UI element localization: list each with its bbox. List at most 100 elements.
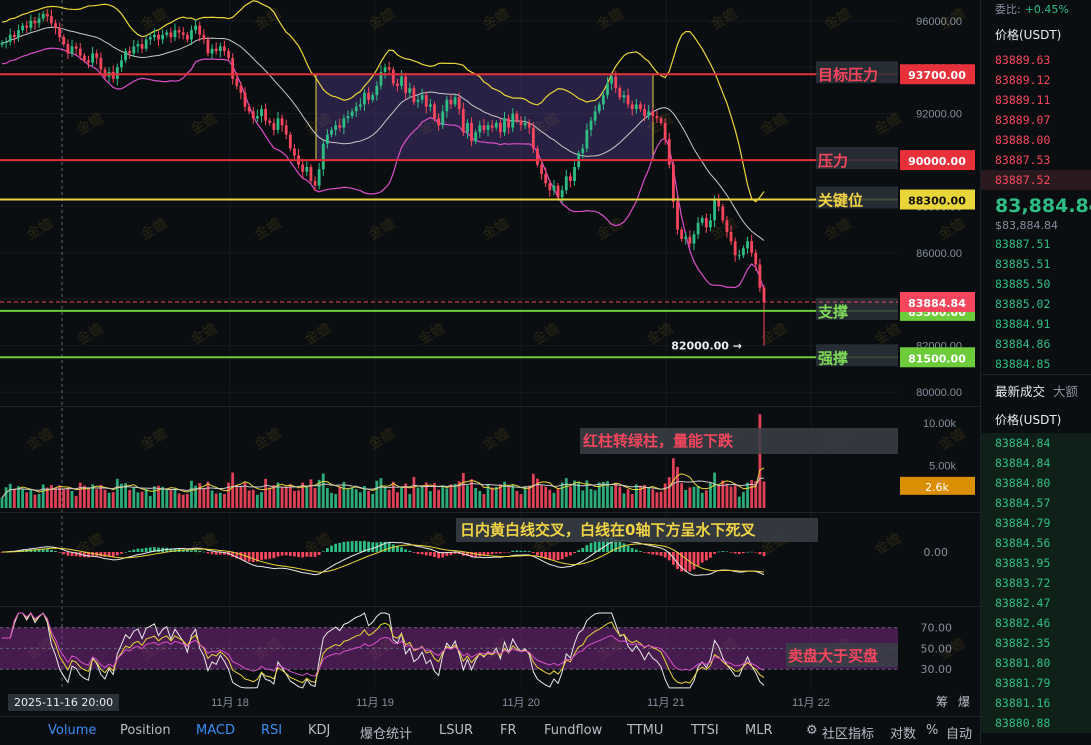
volume-bar: [746, 482, 749, 508]
indicator-tab-volume[interactable]: Volume: [48, 723, 97, 738]
macd-histogram-bar: [667, 552, 671, 561]
candle-body: [474, 132, 478, 142]
ask-list: 83889.63 83889.12 83889.11 83889.07 83888.00…: [981, 50, 1091, 190]
macd-histogram-bar: [276, 552, 280, 557]
candle-body: [437, 118, 441, 126]
macd-histogram-bar: [358, 541, 362, 552]
volume-bar: [218, 492, 222, 508]
volume-bar: [268, 487, 272, 508]
volume-bar: [280, 487, 284, 508]
volume-bar: [400, 487, 403, 508]
bid-row[interactable]: 83885.50: [995, 277, 1051, 291]
level-label: 目标压力: [818, 66, 878, 84]
volume-bar: [733, 484, 737, 508]
candle-body: [441, 111, 445, 126]
indicator-tab-position[interactable]: Position: [120, 723, 171, 738]
log-scale-toggle[interactable]: 对数: [890, 727, 917, 742]
watermark-text: 金蟾: [480, 6, 512, 34]
last-price: 83,884.84: [995, 195, 1091, 217]
candle-body: [762, 287, 766, 302]
bid-row[interactable]: 83884.91: [995, 317, 1051, 331]
ask-row[interactable]: 83889.11: [995, 93, 1051, 107]
candle-body: [709, 220, 712, 228]
volume-bar: [0, 497, 4, 508]
rsi-fast-line: [2, 611, 765, 689]
bid-row[interactable]: 83884.85: [995, 357, 1051, 371]
macd-histogram-bar: [474, 552, 478, 558]
indicator-tab-mlr[interactable]: MLR: [745, 723, 773, 738]
watermark-text: 金蟾: [594, 216, 626, 244]
auto-scale-toggle[interactable]: 自动: [946, 727, 973, 742]
ask-row[interactable]: 83888.00: [995, 133, 1051, 147]
macd-histogram-bar: [309, 552, 313, 557]
bid-row[interactable]: 83885.02: [995, 297, 1051, 311]
volume-bar: [713, 472, 716, 508]
tab-latest-trades[interactable]: 最新成交: [995, 384, 1046, 399]
indicator-tab-fr[interactable]: FR: [500, 723, 517, 738]
macd-histogram-bar: [214, 552, 218, 555]
macd-histogram-bar: [523, 550, 527, 552]
volume-bar: [647, 488, 651, 508]
volume-bar: [655, 492, 659, 508]
macd-histogram-bar: [478, 552, 482, 557]
candle-body: [758, 264, 762, 288]
macd-histogram-bar: [0, 552, 4, 553]
watermark-text: 金蟾: [758, 111, 790, 139]
indicator-tab-爆仓统计[interactable]: 爆仓统计: [360, 727, 413, 742]
ask-row[interactable]: 83889.07: [995, 113, 1051, 127]
price-tag-bg: [900, 347, 975, 368]
trade-row: 83882.35: [981, 633, 1091, 653]
volume-bar: [132, 487, 136, 508]
volume-bar: [581, 490, 585, 508]
volume-bar: [173, 488, 177, 508]
watermark-text: 金蟾: [936, 216, 968, 244]
candle-body: [148, 37, 152, 40]
volume-bar: [284, 486, 288, 508]
volume-bar: [680, 483, 684, 508]
rsi-tick-label: 70.00: [921, 622, 953, 635]
volume-bar: [251, 489, 255, 508]
percent-scale-toggle[interactable]: %: [926, 723, 939, 738]
bid-row[interactable]: 83887.51: [995, 237, 1051, 251]
macd-histogram-bar: [120, 552, 123, 554]
candle-body: [309, 167, 313, 181]
macd-histogram-bar: [371, 542, 375, 552]
volume-bar: [70, 490, 74, 508]
bid-row[interactable]: 83884.86: [995, 337, 1051, 351]
candle-body: [185, 34, 189, 40]
ask-row[interactable]: 83887.52: [981, 170, 1091, 190]
indicator-tab-rsi[interactable]: RSI: [261, 723, 283, 738]
candle-body: [544, 174, 548, 184]
candle-body: [387, 67, 391, 70]
settings-gear-icon[interactable]: ⚙: [806, 723, 818, 738]
trade-row: 83881.80: [981, 653, 1091, 673]
indicator-tab-fundflow[interactable]: Fundflow: [544, 723, 603, 738]
rsi-tick-label: 30.00: [921, 663, 953, 676]
candle-body: [115, 67, 119, 79]
indicator-tab-kdj[interactable]: KDJ: [308, 723, 331, 738]
indicator-tab-macd[interactable]: MACD: [196, 723, 235, 738]
watermark-text: 金蟾: [708, 6, 740, 34]
candle-body: [659, 118, 663, 123]
ask-row[interactable]: 83889.12: [995, 73, 1051, 87]
indicator-tab-ttmu[interactable]: TTMU: [627, 723, 664, 738]
corner-label-chips: 筹: [936, 695, 948, 709]
indicator-tab-lsur[interactable]: LSUR: [439, 723, 474, 738]
indicator-tab-ttsi[interactable]: TTSI: [691, 723, 719, 738]
tab-large-trades[interactable]: 大额: [1053, 384, 1079, 399]
volume-bar: [50, 484, 53, 508]
ask-row[interactable]: 83887.53: [995, 153, 1051, 167]
community-indicators-button[interactable]: 社区指标: [822, 727, 875, 742]
ask-row[interactable]: 83889.63: [995, 53, 1051, 67]
volume-bar: [99, 484, 103, 508]
volume-bar: [688, 487, 692, 508]
volume-bar: [33, 494, 37, 508]
macd-histogram-bar: [486, 552, 490, 555]
volume-bar: [519, 494, 523, 508]
candle-body: [486, 125, 490, 130]
volume-bar: [754, 481, 758, 508]
bid-row[interactable]: 83885.51: [995, 257, 1051, 271]
candle-body: [350, 111, 354, 116]
